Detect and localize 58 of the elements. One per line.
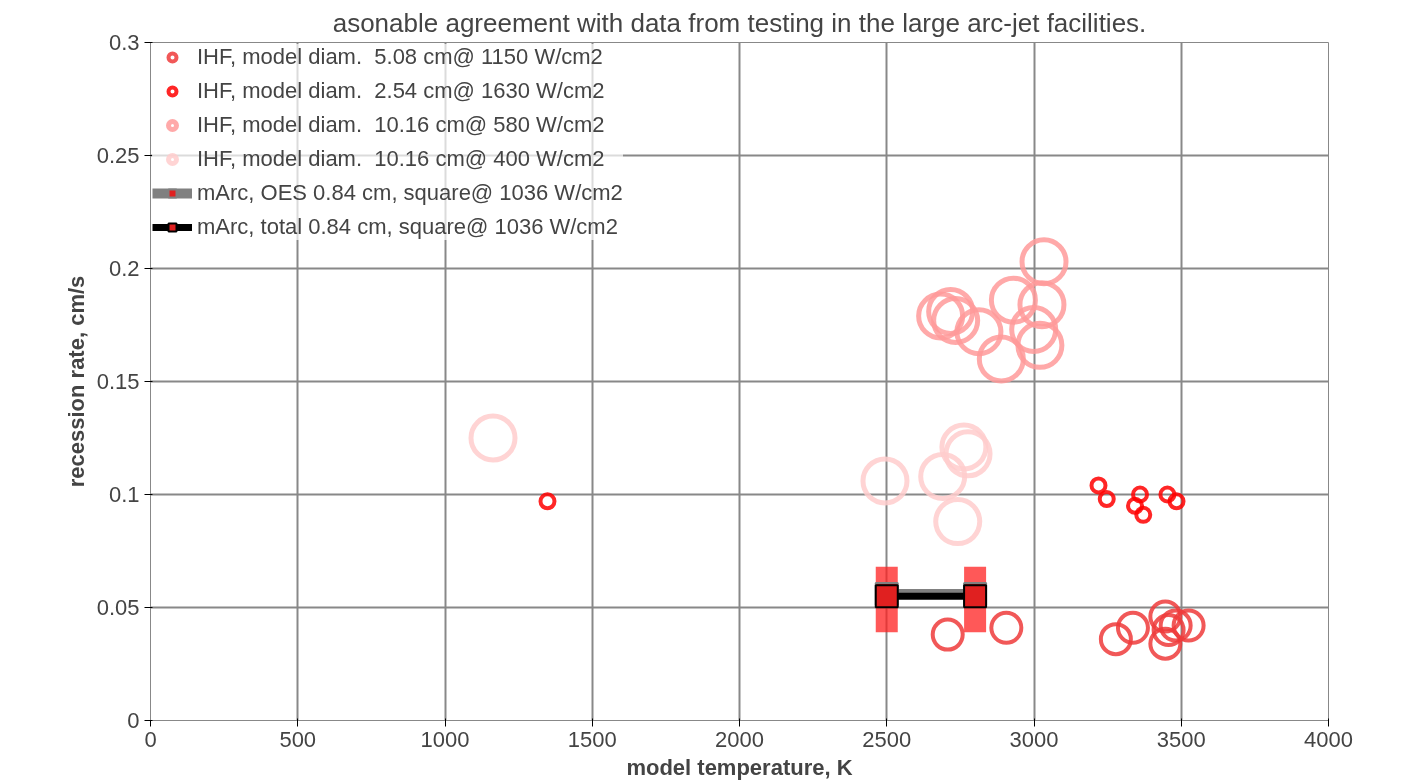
point: [860, 456, 910, 506]
point: [1171, 608, 1206, 643]
x-axis-title: model temperature, K: [626, 754, 853, 780]
point: [1126, 496, 1145, 515]
y-tick-label: 0: [127, 708, 140, 733]
x-tick-label: 1500: [567, 726, 617, 752]
y-axis-title: recession rate, cm/s: [63, 275, 89, 488]
x-tick-label: 1000: [420, 726, 470, 752]
point: [1089, 476, 1108, 495]
x-tick-label: 4000: [1304, 726, 1353, 752]
point: [1134, 505, 1153, 524]
point: [1158, 485, 1177, 504]
x-tick-label: 3000: [1009, 726, 1059, 752]
legend-label: IHF, model diam. 10.16 cm@ 400 W/cm2: [197, 146, 605, 172]
point: [976, 334, 1026, 384]
point: [1097, 490, 1116, 509]
point: [916, 291, 966, 341]
legend-label: IHF, model diam. 2.54 cm@ 1630 W/cm2: [197, 78, 605, 104]
point: [1131, 485, 1150, 504]
point: [933, 497, 983, 547]
y-tick-label: 0.05: [96, 595, 140, 620]
point: [468, 413, 518, 463]
point: [1151, 613, 1186, 648]
legend-label: mArc, OES 0.84 cm, square@ 1036 W/cm2: [197, 180, 623, 206]
point: [931, 296, 981, 345]
x-tick-label: 3500: [1156, 726, 1206, 752]
point: [1015, 320, 1065, 370]
y-tick-label: 0.15: [96, 369, 140, 394]
point: [1017, 280, 1067, 330]
y-tick-label: 0.2: [108, 256, 140, 281]
x-tick-label: 0: [144, 726, 157, 752]
legend-label: IHF, model diam. 10.16 cm@ 580 W/cm2: [197, 112, 605, 138]
point: [1098, 622, 1133, 657]
point: [943, 429, 993, 479]
point: [1115, 610, 1150, 645]
x-tick-label: 2000: [715, 726, 764, 752]
point: [989, 610, 1024, 645]
point: [918, 451, 968, 501]
point: [1009, 305, 1059, 354]
point: [1167, 492, 1186, 511]
legend-label: mArc, total 0.84 cm, square@ 1036 W/cm2: [197, 214, 618, 240]
point: [926, 286, 976, 336]
point: [954, 307, 1004, 357]
point: [1019, 237, 1069, 287]
y-tick-label: 0.1: [108, 482, 140, 507]
x-tick-label: 500: [279, 726, 317, 752]
point: [988, 275, 1038, 325]
point: [1148, 599, 1183, 634]
point: [930, 617, 965, 652]
legend-label: IHF, model diam. 5.08 cm@ 1150 W/cm2: [197, 44, 603, 70]
y-tick-label: 0.25: [96, 143, 140, 168]
text: asonable agreement with data from testing in the large arc-jet facilities.: [332, 7, 1147, 38]
y-tick-label: 0.3: [108, 30, 140, 55]
point: [1158, 608, 1193, 643]
point: [538, 492, 557, 511]
point: [1148, 626, 1183, 661]
x-tick-label: 2500: [862, 726, 912, 752]
point: [939, 422, 989, 472]
